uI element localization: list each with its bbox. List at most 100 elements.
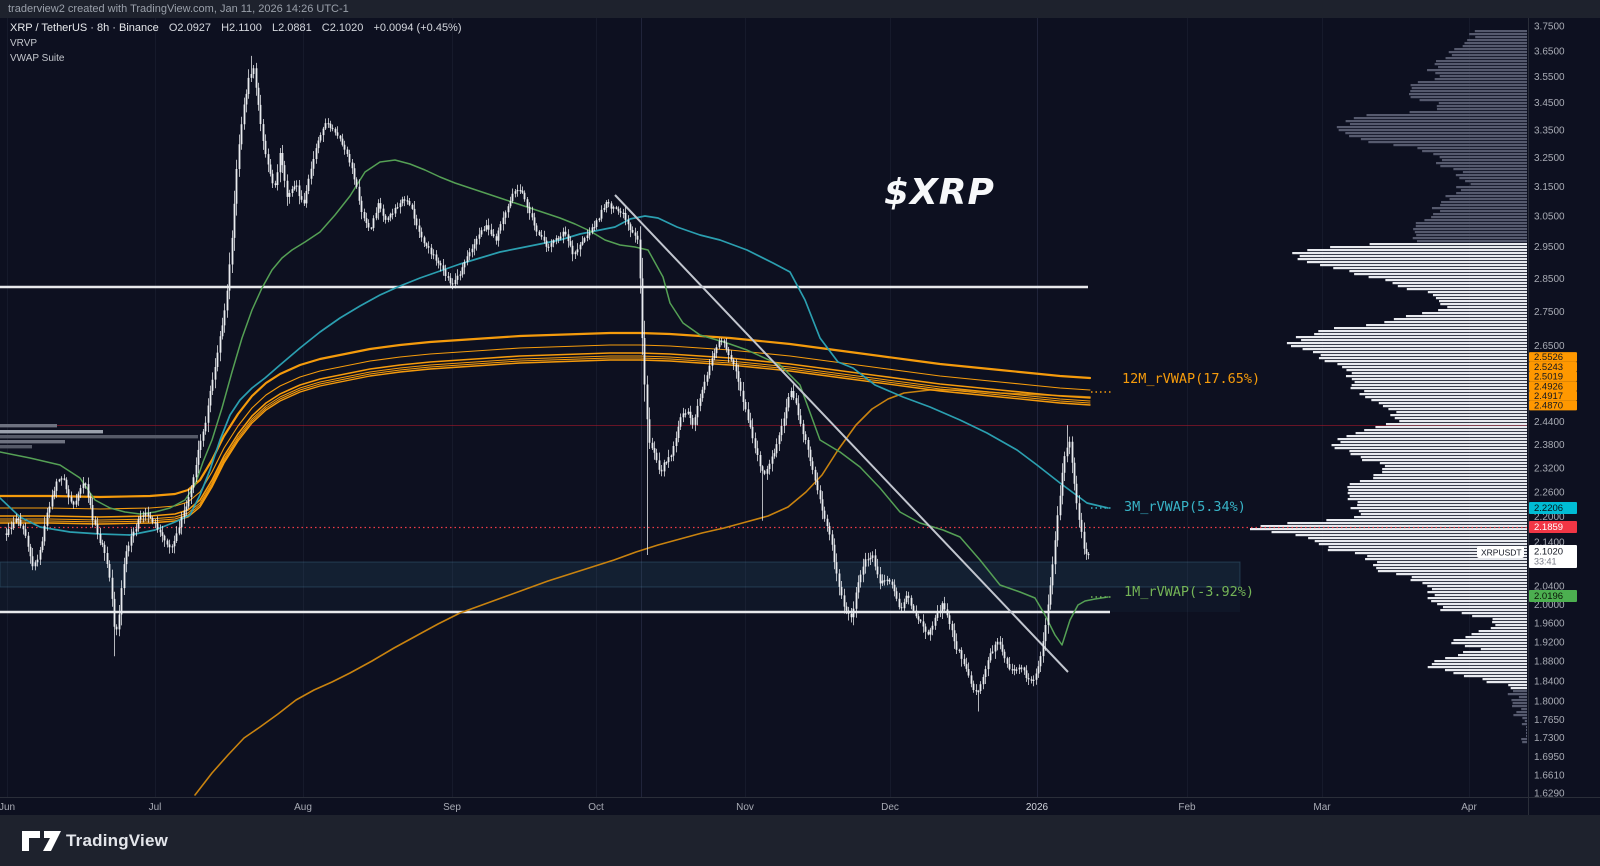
time-tick-label: Aug bbox=[294, 802, 312, 813]
legend-close: C2.1020 bbox=[321, 22, 364, 34]
price-tick-label: 3.1500 bbox=[1534, 182, 1565, 193]
price-tick-label: 1.6610 bbox=[1534, 771, 1565, 782]
time-tick-label: Feb bbox=[1178, 802, 1196, 813]
accumulation-zone-box[interactable] bbox=[0, 561, 1241, 612]
xrp-watermark: $XRP bbox=[884, 172, 995, 213]
vwap-12m-price-badge-text: 2.4870 bbox=[1534, 401, 1563, 412]
bottom-toolbar: TradingView bbox=[0, 815, 1600, 866]
price-tick-label: 1.9200 bbox=[1534, 637, 1565, 648]
vwap-12m-price-badge-text: 2.5243 bbox=[1534, 362, 1563, 373]
time-tick-label: Jun bbox=[0, 802, 15, 813]
legend-open: O2.0927 bbox=[168, 22, 212, 34]
price-tick-label: 3.5500 bbox=[1534, 72, 1565, 83]
price-tick-label: 2.3200 bbox=[1534, 463, 1565, 474]
price-tick-label: 2.0400 bbox=[1534, 582, 1565, 593]
time-tick-label: 2026 bbox=[1026, 802, 1049, 813]
legend-high: H2.1100 bbox=[221, 22, 262, 34]
vwap-3m-price-badge-text: 2.2206 bbox=[1534, 503, 1563, 514]
poc-price-badge bbox=[1529, 521, 1577, 533]
vwap-12m-price-badge bbox=[1529, 390, 1577, 401]
price-tick-label: 1.6950 bbox=[1534, 752, 1565, 763]
price-tick-label: 3.6500 bbox=[1534, 46, 1565, 57]
vwap-12m-price-badge-text: 2.5526 bbox=[1534, 352, 1563, 363]
bar-countdown: 33:41 bbox=[1534, 557, 1557, 567]
time-tick-label: Mar bbox=[1313, 802, 1331, 813]
vwap-12m-line-0[interactable] bbox=[0, 331, 1092, 499]
legend-symbol-row[interactable]: XRP / TetherUS · 8h · Binance O2.0927 H2… bbox=[10, 23, 469, 34]
price-tick-label: 2.6500 bbox=[1534, 341, 1565, 352]
price-tick-label: 2.2000 bbox=[1534, 512, 1565, 523]
vwap-12m-price-badge bbox=[1529, 381, 1577, 391]
price-tick-label: 2.2600 bbox=[1534, 487, 1565, 498]
legend-low: L2.0881 bbox=[271, 22, 312, 34]
price-tick-label: 3.4500 bbox=[1534, 98, 1565, 109]
vwap-12m-line-4[interactable] bbox=[0, 357, 1091, 523]
price-tick-label: 2.8500 bbox=[1534, 274, 1565, 285]
tradingview-logo-icon[interactable] bbox=[20, 815, 80, 866]
price-tick-label: 3.7500 bbox=[1534, 21, 1565, 32]
price-tick-label: 2.3800 bbox=[1534, 440, 1565, 451]
current-price-value: 2.1020 bbox=[1534, 547, 1563, 558]
price-tick-label: 1.9600 bbox=[1534, 618, 1565, 629]
legend-symbol[interactable]: XRP / TetherUS · 8h · Binance bbox=[10, 22, 159, 34]
time-tick-label: Nov bbox=[736, 802, 754, 813]
long-anchored-vwap-line[interactable] bbox=[194, 389, 1091, 796]
time-tick-label: Jul bbox=[149, 802, 162, 813]
price-tick-label: 2.4400 bbox=[1534, 417, 1565, 428]
chart-pane[interactable]: 12M_rVWAP(17.65%) 3M_rVWAP(5.34%) 1M_rVWAP… bbox=[0, 18, 1527, 797]
time-tick-label: Apr bbox=[1461, 802, 1477, 813]
legend-indicator-vwap-suite[interactable]: VWAP Suite bbox=[10, 53, 65, 64]
price-tick-label: 1.8800 bbox=[1534, 657, 1565, 668]
vwap-12m-price-badge bbox=[1529, 400, 1577, 411]
vwap-12m-line-3[interactable] bbox=[0, 355, 1091, 521]
time-tick-label: Oct bbox=[588, 802, 604, 813]
symbol-price-tag bbox=[1477, 546, 1524, 558]
chart-legend: XRP / TetherUS · 8h · Binance O2.0927 H2… bbox=[10, 23, 469, 65]
price-axis[interactable]: 3.7500 3.6500 3.5500 3.4500 3.3500 3.2500 3.15… bbox=[1529, 21, 1577, 800]
legend-indicator-vrvp[interactable]: VRVP bbox=[10, 38, 38, 49]
vwap-12m-line-5[interactable] bbox=[0, 359, 1091, 525]
vwap-12m-price-badge-text: 2.5019 bbox=[1534, 372, 1563, 383]
vwap-label-3m[interactable]: 3M_rVWAP(5.34%) bbox=[1124, 499, 1246, 515]
vwap-1m-price-badge bbox=[1529, 590, 1577, 602]
vwap-12m-price-badge bbox=[1529, 361, 1577, 372]
vwap-3m-price-badge bbox=[1529, 502, 1577, 514]
tradingview-brand[interactable]: TradingView bbox=[66, 831, 169, 850]
vwap-12m-band[interactable] bbox=[0, 331, 1092, 525]
vwap-1m-price-badge-text: 2.0196 bbox=[1534, 591, 1563, 602]
time-tick-label: Dec bbox=[881, 802, 899, 813]
vwap-labels: 12M_rVWAP(17.65%) 3M_rVWAP(5.34%) 1M_rVWAP… bbox=[1091, 371, 1260, 600]
snapshot-title: traderview2 created with TradingView.com… bbox=[8, 3, 349, 15]
price-tick-label: 3.3500 bbox=[1534, 125, 1565, 136]
poc-price-badge-text: 2.1859 bbox=[1534, 522, 1563, 533]
vwap-label-1m[interactable]: 1M_rVWAP(-3.92%) bbox=[1124, 584, 1254, 600]
current-price-badge bbox=[1529, 545, 1577, 568]
price-tick-label: 3.2500 bbox=[1534, 153, 1565, 164]
vwap-12m-price-badge-text: 2.4917 bbox=[1534, 391, 1563, 402]
price-tick-label: 2.7500 bbox=[1534, 307, 1565, 318]
price-tick-label: 1.8400 bbox=[1534, 677, 1565, 688]
time-axis[interactable]: Jun Jul Aug Sep Oct Nov Dec 2026 Feb Mar Apr bbox=[0, 802, 1477, 813]
vwap-12m-price-badge bbox=[1529, 352, 1577, 362]
vwap-1m-line[interactable] bbox=[0, 159, 1109, 646]
time-tick-label: Sep bbox=[443, 802, 461, 813]
legend-change: +0.0094 (+0.45%) bbox=[373, 22, 462, 34]
left-range-profile bbox=[0, 424, 198, 449]
vwap-label-12m[interactable]: 12M_rVWAP(17.65%) bbox=[1122, 371, 1260, 387]
candles-layer[interactable] bbox=[5, 55, 1090, 712]
price-tick-label: 1.6290 bbox=[1534, 789, 1565, 800]
time-gridlines bbox=[7, 18, 1470, 797]
vwap-12m-line-1[interactable] bbox=[0, 344, 1091, 510]
vwap-12m-price-badge bbox=[1529, 371, 1577, 382]
price-tick-label: 1.8000 bbox=[1534, 697, 1565, 708]
price-tick-label: 2.1400 bbox=[1534, 538, 1565, 549]
symbol-price-tag-text: XRPUSDT bbox=[1481, 548, 1522, 558]
vwap-3m-line[interactable] bbox=[0, 215, 1109, 536]
price-tick-label: 3.0500 bbox=[1534, 212, 1565, 223]
vwap-12m-line-2[interactable] bbox=[0, 352, 1091, 518]
descending-trendline[interactable] bbox=[614, 194, 1069, 673]
price-tick-label: 1.7300 bbox=[1534, 733, 1565, 744]
vwap-12m-price-badge-text: 2.4926 bbox=[1534, 381, 1563, 392]
